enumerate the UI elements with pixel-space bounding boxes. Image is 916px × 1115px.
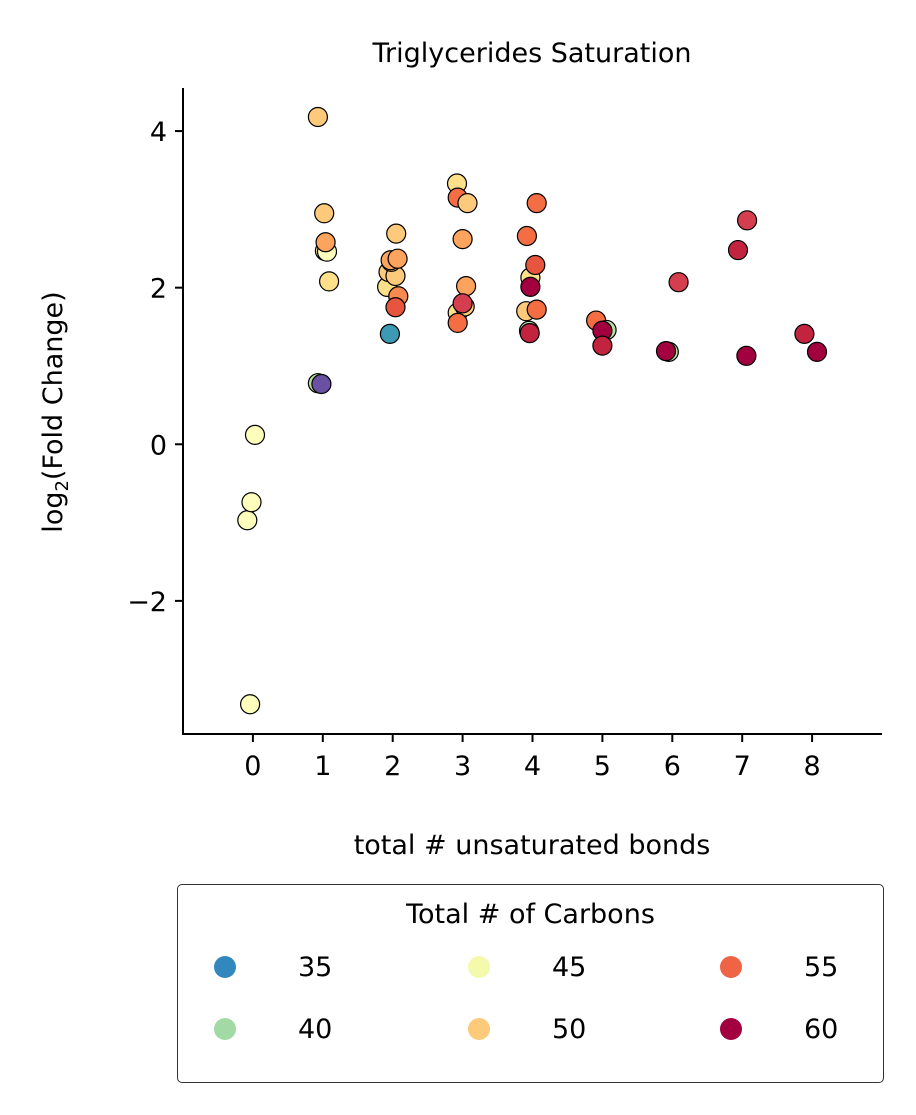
data-point [457,193,478,214]
x-tick-label: 5 [594,751,611,782]
x-tick-label: 6 [664,751,681,782]
data-point [794,323,815,344]
legend: Total # of Carbons 35 40 45 50 55 60 [177,884,884,1083]
x-tick-label: 7 [734,751,751,782]
legend-label: 55 [804,951,839,983]
legend-title: Total # of Carbons [406,899,655,930]
legend-marker [214,956,236,978]
data-point [736,345,757,366]
data-point [455,276,477,297]
data-point [315,232,336,253]
y-ticks: −2 0 2 4 [127,117,183,618]
x-tick-label: 0 [244,751,261,782]
data-point [387,248,408,269]
y-tick-label: −2 [127,587,167,618]
legend-item: 35 [214,947,332,987]
legend-item: 55 [720,947,838,987]
legend-item: 45 [468,947,586,987]
y-tick-label: 4 [150,117,167,148]
data-point [307,106,329,128]
legend-marker [720,956,742,978]
data-point [386,223,407,244]
x-tick-label: 8 [804,751,821,782]
y-tick-label: 0 [150,430,167,461]
data-point [240,694,261,715]
data-point [452,293,473,314]
x-axis-label: total # unsaturated bonds [354,830,711,861]
data-point [452,229,473,250]
data-point [314,203,335,224]
y-tick-label: 2 [150,274,167,305]
legend-item: 40 [214,1009,332,1049]
legend-label: 45 [552,951,587,983]
y-axis-label: log2(Fold Change) [38,291,73,532]
data-point [244,424,266,445]
x-tick-label: 2 [384,751,401,782]
legend-label: 60 [804,1013,839,1045]
x-tick-label: 3 [454,751,471,782]
data-point [592,335,613,356]
legend-marker [468,1018,490,1040]
legend-marker [468,956,490,978]
data-point [526,193,547,214]
data-point [519,322,540,344]
chart-title: Triglycerides Saturation [372,38,692,69]
legend-label: 40 [298,1013,333,1045]
x-tick-label: 1 [314,751,331,782]
x-ticks: 0 1 2 3 4 5 6 7 8 [244,734,821,782]
points-layer [237,106,828,715]
data-point [806,341,828,362]
data-point [447,312,468,334]
legend-item: 60 [720,1009,838,1049]
data-point [318,271,340,292]
data-point [526,299,547,320]
legend-marker [214,1018,236,1040]
x-tick-label: 4 [524,751,541,782]
data-point [727,239,749,261]
data-point [311,373,332,395]
data-point [525,254,546,276]
legend-label: 50 [552,1013,587,1045]
data-point [655,340,677,362]
data-point [237,510,258,531]
legend-item: 50 [468,1009,586,1049]
data-point [668,272,689,293]
data-point [379,323,401,344]
data-point [241,492,262,513]
data-point [385,297,406,318]
legend-label: 35 [298,951,333,983]
data-point [736,210,758,231]
data-point [516,225,538,247]
legend-marker [720,1018,742,1040]
data-point [520,276,541,297]
